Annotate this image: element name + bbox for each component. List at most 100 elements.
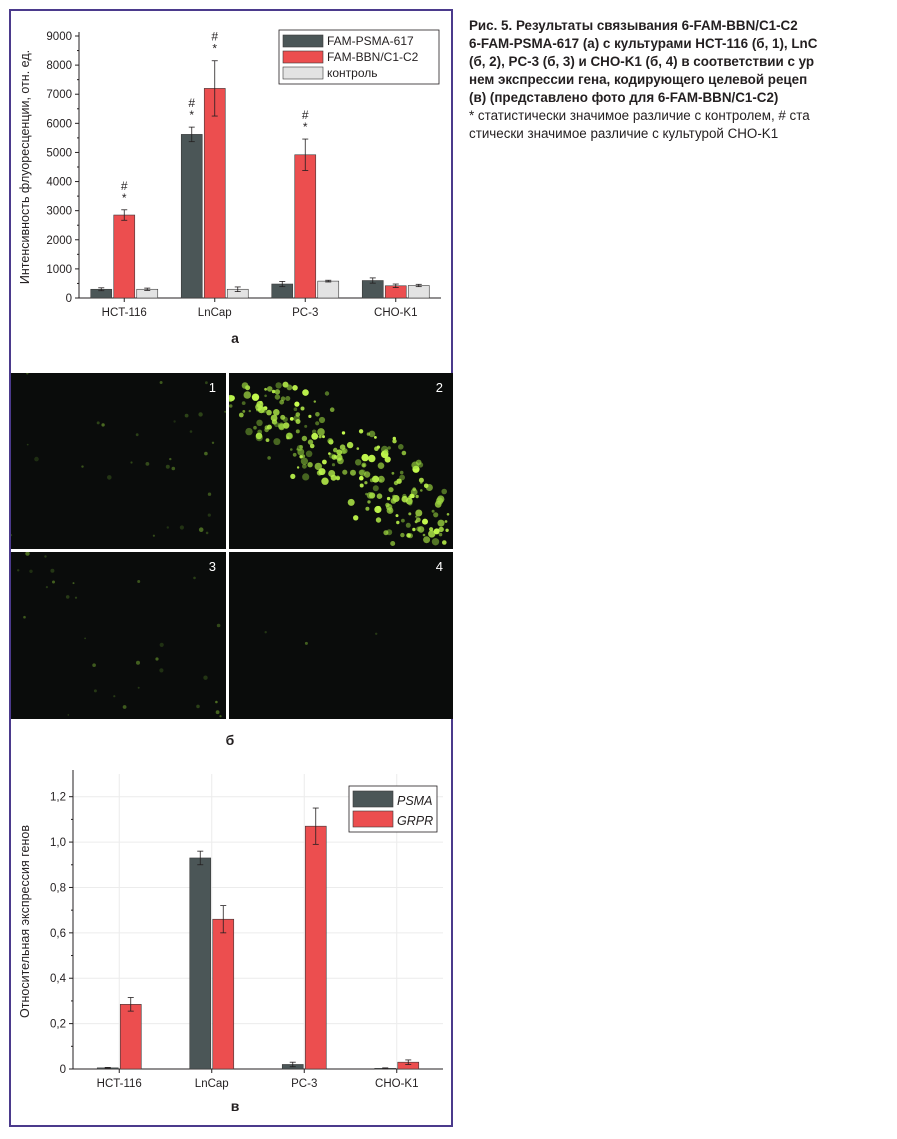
fluorescent-cell [415,494,419,499]
fluorescent-cell [299,445,303,449]
fluorescent-cell [248,409,251,413]
fluorescent-cell [428,530,436,538]
y-tick-label: 0,6 [50,928,66,940]
fluorescent-cell [395,514,399,518]
fluorescent-cell [11,534,13,537]
y-tick-label: 0,8 [50,882,66,894]
fluorescent-cell [145,462,150,466]
significance-mark: # [188,96,195,110]
fluorescent-cell [313,400,316,403]
fluorescent-cell [264,631,267,634]
fluorescent-cell [295,412,301,417]
fluorescent-cell [173,420,176,423]
fluorescent-cell [383,530,389,536]
fluorescent-cell [361,453,369,462]
fluorescent-cell [258,408,261,411]
y-tick-label: 0 [66,293,72,305]
fluorescent-cell [374,436,377,439]
fluorescent-cell [135,433,139,437]
legend-label: FAM-PSMA-617 [327,34,414,48]
fluorescent-cell [257,429,263,435]
fluorescent-cell [243,391,252,399]
fluorescent-cell [412,527,416,532]
fluorescent-cell [390,498,397,504]
fluorescent-cell [391,471,395,475]
fluorescent-cell [305,450,313,458]
fluorescent-cell [299,455,303,459]
fluorescent-cell [431,538,440,546]
fluorescence-intensity-chart: 0 1000 2000 3000 4000 5000 6000 7000 8000 9000 Инт… [18,29,441,319]
fluorescent-cell [136,660,140,665]
fluorescent-cell [444,520,448,523]
fluorescent-cell [396,520,400,525]
fluorescent-cell [383,449,389,454]
fluorescent-cell [255,432,263,440]
y-tick-label: 6000 [46,118,72,130]
fluorescent-cell [368,454,376,463]
bar [317,280,340,299]
fluorescent-cell [419,481,423,484]
significance-mark: # [302,108,309,122]
fluorescent-cell [26,443,29,446]
fluorescent-cell [330,474,337,481]
fluorescent-cell [193,576,196,580]
caption-line: стически значимое различие с культурой C… [469,126,779,141]
fluorescent-cell [296,448,299,451]
panel-label-v: в [230,1098,240,1114]
fluorescent-cell [224,410,226,413]
fluorescent-cell [376,445,380,449]
fluorescent-cell [292,385,298,391]
fluorescent-cell [417,462,424,468]
fluorescent-cell [445,528,449,532]
fluorescent-cell [280,414,286,420]
fluorescent-cell [229,404,233,408]
y-tick-label: 7000 [46,89,72,101]
gene-expression-chart: 0 0,2 0,4 0,6 0,8 1,0 1,2 Относительная экспрес… [18,770,443,1090]
fluorescent-cell [315,412,320,417]
fluorescent-cell [211,441,215,444]
fluorescent-cell [264,394,267,398]
fluorescent-cell [241,382,249,389]
fluorescent-cell [375,632,378,635]
fluorescent-cell [274,421,280,428]
bar [113,214,136,299]
fluorescent-cell [207,492,212,496]
x-tick-label: LnCap [195,1078,229,1090]
fluorescent-cell [179,525,184,530]
fluorescent-cell [422,533,426,537]
fluorescent-cell [401,450,407,456]
fluorescent-cell [81,465,84,468]
fluorescent-cell [159,381,163,384]
fluorescent-cell [416,526,421,532]
x-tick-label: HCT-116 [102,307,147,319]
fluorescent-cell [405,522,411,528]
fluorescent-cell [122,705,127,709]
fluorescent-cell [302,389,309,396]
fluorescent-cell [265,438,270,442]
legend-swatch [352,790,394,808]
fluorescent-cell [408,512,412,516]
caption-line: (б, 2), PC-3 (б, 3) и CHO-K1 (б, 4) в со… [469,54,815,69]
fluorescent-cell [339,444,346,450]
fluorescent-cell [375,517,382,523]
fluorescent-cell [318,435,322,439]
fluorescent-cell [17,569,20,572]
panel-label-b: б [225,732,235,748]
fluorescent-cell [341,431,346,435]
fluorescent-cell [342,469,348,475]
fluorescent-cell [205,531,209,535]
fluorescent-cell [317,428,325,436]
fluorescent-cell [215,710,220,715]
fluorescent-cell [189,430,193,433]
micrograph-panel: 4 [229,552,453,719]
fluorescent-cell [264,387,267,391]
fluorescent-cell [300,457,308,465]
fluorescent-cell [286,436,290,440]
fluorescent-cell [304,424,308,428]
fluorescent-cell [340,449,346,455]
fluorescent-cell [438,526,444,533]
fluorescent-cell [270,414,278,422]
fluorescent-cell [374,505,382,514]
x-tick-label: HCT-116 [97,1078,142,1090]
fluorescent-cell [422,518,428,525]
